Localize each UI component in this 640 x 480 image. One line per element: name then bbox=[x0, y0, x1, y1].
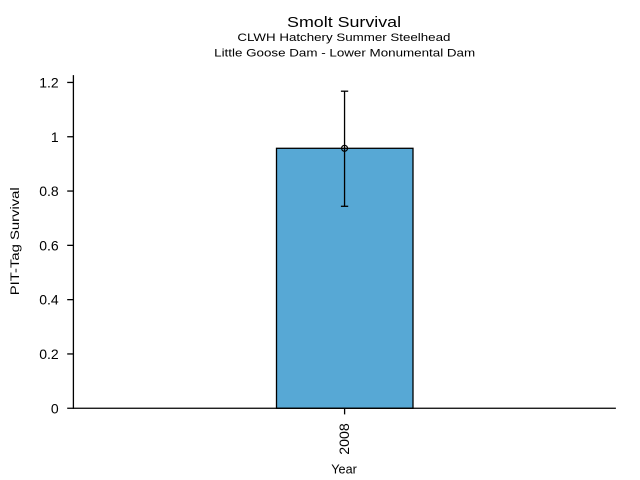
svg-text:0.6: 0.6 bbox=[39, 237, 59, 253]
svg-text:2008: 2008 bbox=[336, 423, 352, 455]
svg-text:Year: Year bbox=[331, 462, 357, 477]
svg-text:PIT-Tag Survival: PIT-Tag Survival bbox=[8, 187, 22, 295]
svg-text:CLWH Hatchery Summer Steelhead: CLWH Hatchery Summer Steelhead bbox=[237, 32, 450, 44]
svg-text:1.2: 1.2 bbox=[39, 75, 59, 91]
svg-text:Little Goose Dam - Lower Monum: Little Goose Dam - Lower Monumental Dam bbox=[214, 48, 475, 60]
svg-text:0: 0 bbox=[51, 400, 59, 416]
svg-text:0.2: 0.2 bbox=[39, 346, 59, 362]
svg-text:0.8: 0.8 bbox=[39, 183, 59, 199]
svg-text:0.4: 0.4 bbox=[39, 292, 59, 308]
svg-text:Smolt Survival: Smolt Survival bbox=[287, 14, 401, 31]
svg-text:1: 1 bbox=[51, 129, 59, 145]
